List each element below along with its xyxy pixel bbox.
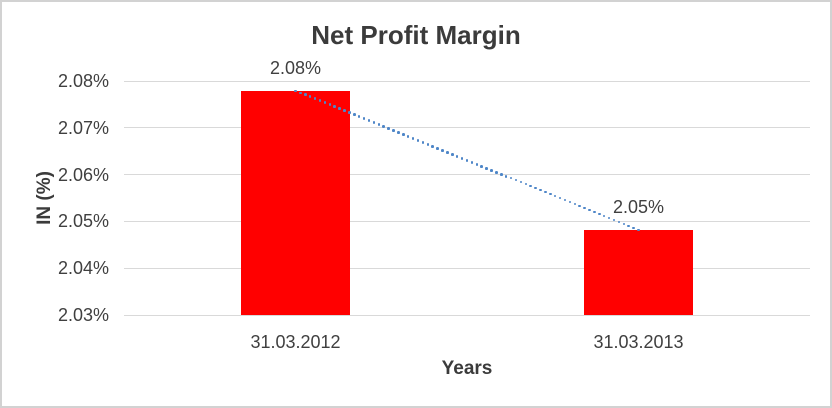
trendline-dot <box>318 99 322 103</box>
trendline-dot <box>637 228 640 232</box>
trendline-dot <box>402 133 405 136</box>
trendline-dot <box>313 97 317 101</box>
category-label: 31.03.2012 <box>250 332 341 352</box>
trendline-dot <box>475 162 479 166</box>
trendline-dot <box>416 139 420 142</box>
y-tick-label: 2.07% <box>57 117 109 138</box>
y-tick-label: 2.06% <box>57 164 109 185</box>
y-tick-label: 2.08% <box>57 71 109 91</box>
trendline-dot <box>612 218 616 222</box>
trendline-dot <box>436 147 439 150</box>
trendline-dot <box>617 220 621 224</box>
trendline-dot <box>348 111 351 114</box>
trendline-dot <box>377 123 381 126</box>
trendline-dot <box>343 109 346 112</box>
trendline-dot <box>514 178 518 182</box>
trendline-dot <box>490 168 493 172</box>
trendline-dot <box>529 184 532 188</box>
trendline-dot <box>353 113 356 116</box>
trendline-dot <box>480 164 483 168</box>
trendline-dot <box>534 186 537 190</box>
trendline-dot <box>299 91 302 95</box>
trendline-dot <box>294 89 297 93</box>
trendline-dot <box>372 121 376 124</box>
trendline-dot <box>607 216 611 220</box>
trendline-dot <box>544 190 547 194</box>
trendline-dot <box>421 141 425 144</box>
trendline-dot <box>593 210 596 214</box>
trendline-dot <box>362 117 366 120</box>
trendline-dot <box>622 222 626 226</box>
trendline-dot <box>441 149 444 152</box>
trendline-dot <box>495 170 498 174</box>
y-gridline <box>124 174 810 176</box>
trendline-dot <box>553 194 557 198</box>
trendline-dot <box>583 206 586 210</box>
trendline-dot <box>465 159 469 162</box>
trendline-dot <box>304 93 307 97</box>
y-gridline <box>124 314 810 316</box>
trendline-dot <box>524 182 528 186</box>
trendline-dot <box>367 119 371 122</box>
trendline-dot <box>470 161 474 164</box>
trendline-dot <box>627 224 630 228</box>
trendline-dot <box>573 202 577 206</box>
trendline-dot <box>382 125 385 128</box>
data-label: 2.08% <box>269 57 322 78</box>
trendline-dot <box>578 204 581 208</box>
chart-title: Net Profit Margin <box>311 20 521 50</box>
bar-31.03.2013 <box>584 229 693 315</box>
trendline-dot <box>397 131 400 134</box>
trendline-dot <box>519 180 523 184</box>
y-gridline <box>124 80 810 82</box>
y-tick-label: 2.05% <box>57 211 109 232</box>
trendline-dot <box>357 115 361 118</box>
trendline-dot <box>500 172 503 176</box>
trendline-dot <box>588 208 591 212</box>
trendline-dot <box>411 137 415 140</box>
trendline-dot <box>323 101 327 105</box>
trendline-dot <box>338 107 341 110</box>
trendline-dot <box>333 105 336 108</box>
trendline-dot <box>387 127 390 130</box>
trendline-dot <box>504 174 508 178</box>
trendline-dot <box>602 214 606 218</box>
trendline-dot <box>446 151 449 154</box>
trendline-dot <box>539 188 542 192</box>
bar-31.03.2012 <box>241 90 350 315</box>
trendline-dot <box>549 192 552 196</box>
data-label: 2.05% <box>612 196 665 217</box>
trendline-dot <box>568 200 572 204</box>
trendline-dot <box>308 95 312 99</box>
trendline-dot <box>460 157 464 160</box>
category-label: 31.03.2013 <box>593 332 684 352</box>
trendline-dot <box>485 166 488 170</box>
trendline-dot <box>431 145 434 148</box>
trendline-dot <box>451 153 454 156</box>
trendline-dot <box>509 176 513 180</box>
x-axis-title: Years <box>441 358 493 379</box>
trendline-dot <box>632 226 635 230</box>
trendline-dot <box>563 198 567 202</box>
y-tick-label: 2.04% <box>57 258 109 279</box>
y-gridline <box>124 220 810 222</box>
y-gridline <box>124 267 810 269</box>
trendline-dot <box>392 129 395 132</box>
trendline-dot <box>598 212 601 216</box>
trendline-dot <box>406 135 410 138</box>
y-tick-label: 2.03% <box>57 305 109 325</box>
trendline-dot <box>558 196 562 200</box>
trendline-dot <box>328 103 332 107</box>
y-gridline <box>124 127 810 129</box>
trendline-dot <box>455 155 459 158</box>
trendline-dot <box>426 143 430 146</box>
